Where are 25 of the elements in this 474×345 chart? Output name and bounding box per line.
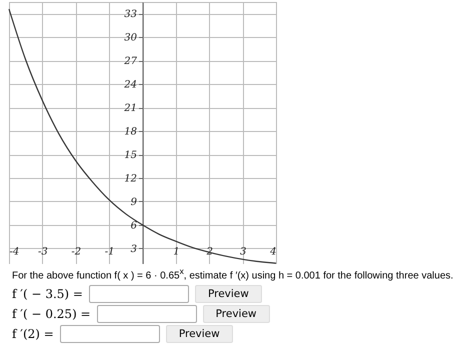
y-tick-label: 24: [123, 80, 137, 91]
x-tick-label: 3: [240, 246, 246, 258]
y-tick-label: 6: [130, 220, 138, 232]
x-tick-label: -2: [71, 246, 82, 258]
y-tick-label: 30: [124, 32, 138, 44]
y-tick-label: 15: [124, 150, 137, 162]
text: Preview: [202, 305, 270, 324]
x-tick-label: 1: [173, 246, 180, 258]
y-tick-label: 12: [124, 173, 137, 184]
text: f ′( − 3.5) =: [12, 287, 83, 302]
text: Preview: [194, 285, 262, 304]
y-tick-label: 9: [130, 196, 138, 208]
x-tick-label: -1: [104, 246, 114, 258]
y-tick-label: 27: [123, 56, 138, 68]
text: f ′(2) =: [12, 327, 54, 342]
text: Preview: [166, 325, 233, 344]
x-tick-label: 4: [269, 246, 276, 258]
y-tick-label: 18: [124, 126, 137, 138]
text: For the above function f( x ) = 6 · 0.65$^{x}$, estimate f ′(x) using h = 0.001 for the following three values.: [12, 265, 454, 284]
line-series: [8, 8, 277, 264]
text: f ′( − 0.25) =: [12, 307, 91, 322]
x-tick-label: -3: [38, 246, 48, 258]
y-tick-label: 21: [123, 103, 137, 114]
y-tick-label: 33: [124, 9, 137, 20]
x-tick-label: -4: [10, 246, 20, 258]
